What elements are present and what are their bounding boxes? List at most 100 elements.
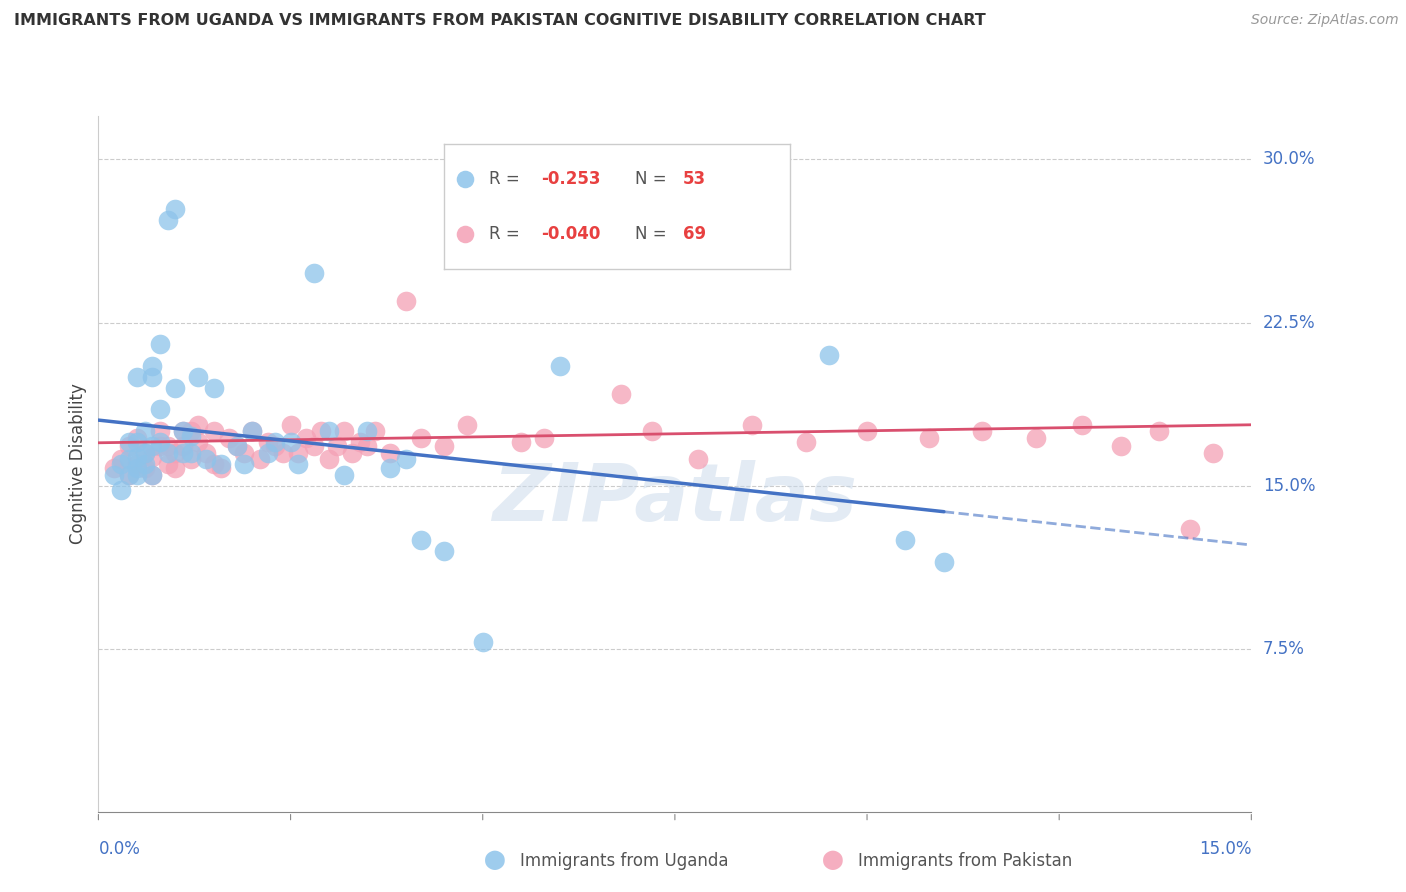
- Point: [118, 467, 141, 482]
- Point: [340, 446, 363, 460]
- Point: [125, 461, 148, 475]
- Point: [110, 483, 132, 497]
- Point: [134, 446, 156, 460]
- Point: [141, 440, 163, 454]
- Point: [318, 452, 340, 467]
- Point: [110, 457, 132, 471]
- Point: [249, 452, 271, 467]
- Point: [456, 417, 478, 432]
- Text: 30.0%: 30.0%: [1263, 151, 1316, 169]
- Point: [125, 435, 148, 450]
- Point: [486, 228, 509, 243]
- Point: [233, 457, 256, 471]
- Point: [741, 417, 763, 432]
- Point: [311, 424, 333, 438]
- Point: [118, 440, 141, 454]
- Point: [125, 369, 148, 384]
- Point: [264, 440, 287, 454]
- Point: [172, 424, 194, 438]
- Point: [149, 402, 172, 417]
- Point: [817, 348, 839, 362]
- Point: [564, 228, 586, 243]
- Point: [149, 435, 172, 450]
- Point: [856, 424, 879, 438]
- Point: [240, 424, 263, 438]
- Point: [156, 446, 179, 460]
- Point: [356, 440, 378, 454]
- Point: [149, 337, 172, 351]
- Point: [141, 369, 163, 384]
- Text: 0.0%: 0.0%: [98, 839, 141, 857]
- Text: 22.5%: 22.5%: [1263, 313, 1316, 332]
- Point: [349, 435, 371, 450]
- Point: [271, 446, 294, 460]
- Point: [172, 446, 194, 460]
- Point: [156, 213, 179, 227]
- Point: [395, 452, 418, 467]
- Point: [894, 533, 917, 547]
- Text: Immigrants from Uganda: Immigrants from Uganda: [520, 852, 728, 870]
- Point: [454, 172, 477, 186]
- Point: [134, 446, 156, 460]
- Point: [149, 424, 172, 438]
- Point: [686, 452, 709, 467]
- Point: [233, 446, 256, 460]
- Text: R =: R =: [489, 169, 526, 188]
- Point: [134, 461, 156, 475]
- Point: [118, 452, 141, 467]
- Text: ZIPatlas: ZIPatlas: [492, 459, 858, 538]
- Point: [103, 467, 125, 482]
- Point: [1202, 446, 1225, 460]
- Text: 15.0%: 15.0%: [1263, 476, 1316, 494]
- Point: [641, 424, 664, 438]
- Point: [202, 457, 225, 471]
- Point: [1025, 431, 1047, 445]
- Point: [287, 457, 309, 471]
- Point: [180, 446, 202, 460]
- Point: [433, 544, 456, 558]
- Point: [280, 435, 302, 450]
- Point: [471, 635, 494, 649]
- Text: ⬤: ⬤: [821, 850, 844, 870]
- Point: [187, 435, 209, 450]
- Point: [287, 446, 309, 460]
- Point: [356, 424, 378, 438]
- Text: IMMIGRANTS FROM UGANDA VS IMMIGRANTS FROM PAKISTAN COGNITIVE DISABILITY CORRELAT: IMMIGRANTS FROM UGANDA VS IMMIGRANTS FRO…: [14, 13, 986, 29]
- Point: [533, 431, 555, 445]
- Point: [165, 381, 187, 395]
- Point: [295, 431, 318, 445]
- Point: [380, 446, 402, 460]
- Point: [932, 555, 955, 569]
- Point: [380, 461, 402, 475]
- Point: [118, 435, 141, 450]
- Point: [395, 293, 418, 308]
- Point: [333, 424, 356, 438]
- Point: [134, 424, 156, 438]
- Point: [209, 457, 232, 471]
- Point: [610, 387, 633, 401]
- Point: [972, 424, 994, 438]
- Point: [180, 452, 202, 467]
- Point: [125, 450, 148, 465]
- Point: [156, 457, 179, 471]
- Point: [195, 446, 218, 460]
- Point: [165, 446, 187, 460]
- Point: [333, 467, 356, 482]
- Point: [172, 440, 194, 454]
- Point: [187, 417, 209, 432]
- Point: [280, 417, 302, 432]
- Point: [149, 440, 172, 454]
- Text: -0.040: -0.040: [541, 225, 600, 243]
- Point: [141, 467, 163, 482]
- Point: [202, 381, 225, 395]
- Point: [240, 424, 263, 438]
- Point: [218, 431, 240, 445]
- Point: [125, 467, 148, 482]
- Y-axis label: Cognitive Disability: Cognitive Disability: [69, 384, 87, 544]
- Point: [917, 431, 939, 445]
- Point: [165, 202, 187, 217]
- Point: [141, 467, 163, 482]
- Point: [302, 440, 325, 454]
- Point: [1147, 424, 1170, 438]
- Point: [454, 227, 477, 241]
